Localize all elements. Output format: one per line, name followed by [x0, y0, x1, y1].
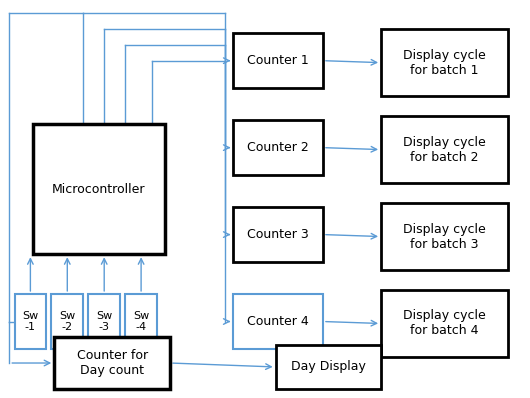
Text: Counter 2: Counter 2	[248, 141, 309, 154]
Text: Display cycle
for batch 2: Display cycle for batch 2	[403, 136, 485, 164]
Text: Counter 4: Counter 4	[248, 315, 309, 328]
Text: Day Display: Day Display	[291, 361, 366, 373]
FancyBboxPatch shape	[381, 29, 508, 96]
FancyBboxPatch shape	[233, 294, 323, 349]
FancyBboxPatch shape	[89, 294, 120, 349]
FancyBboxPatch shape	[233, 120, 323, 175]
Text: Microcontroller: Microcontroller	[52, 183, 146, 196]
FancyBboxPatch shape	[381, 290, 508, 357]
Text: Display cycle
for batch 4: Display cycle for batch 4	[403, 310, 485, 338]
FancyBboxPatch shape	[125, 294, 157, 349]
FancyBboxPatch shape	[276, 345, 381, 389]
Text: Sw
-1: Sw -1	[22, 311, 39, 332]
Text: Counter 3: Counter 3	[248, 228, 309, 241]
Text: Sw
-2: Sw -2	[59, 311, 75, 332]
Text: Display cycle
for batch 1: Display cycle for batch 1	[403, 49, 485, 77]
FancyBboxPatch shape	[381, 203, 508, 270]
FancyBboxPatch shape	[51, 294, 83, 349]
Text: Counter for
Day count: Counter for Day count	[76, 349, 148, 377]
Text: Sw
-4: Sw -4	[133, 311, 149, 332]
Text: Sw
-3: Sw -3	[96, 311, 112, 332]
FancyBboxPatch shape	[54, 338, 170, 389]
FancyBboxPatch shape	[381, 116, 508, 183]
FancyBboxPatch shape	[233, 33, 323, 88]
Text: Counter 1: Counter 1	[248, 54, 309, 67]
FancyBboxPatch shape	[233, 207, 323, 262]
FancyBboxPatch shape	[33, 124, 165, 254]
Text: Display cycle
for batch 3: Display cycle for batch 3	[403, 222, 485, 251]
FancyBboxPatch shape	[14, 294, 46, 349]
